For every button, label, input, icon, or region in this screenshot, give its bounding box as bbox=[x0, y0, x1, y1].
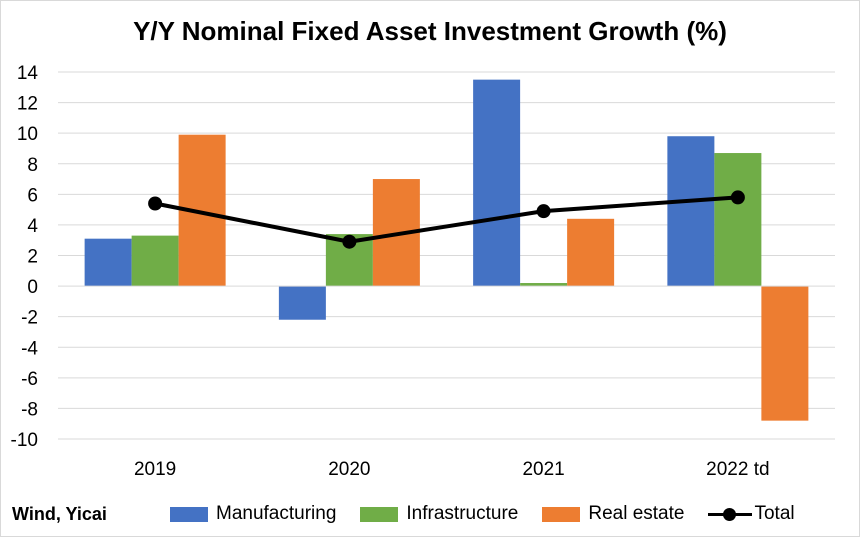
point-total-2020 bbox=[342, 234, 357, 249]
x-tick-label: 2021 bbox=[522, 459, 564, 480]
point-total-2022-td bbox=[730, 190, 745, 205]
y-tick-label: -4 bbox=[21, 338, 38, 359]
bar-manufacturing-2020 bbox=[278, 286, 326, 320]
y-tick-label: 0 bbox=[27, 277, 38, 298]
legend-swatch-real-estate bbox=[542, 506, 581, 522]
y-axis-tick-labels: 14 12 10 8 6 4 2 0 -2 -4 -6 -8 -10 bbox=[11, 63, 39, 451]
legend-swatch-infrastructure bbox=[360, 506, 399, 522]
y-tick-label: -6 bbox=[21, 369, 38, 390]
legend-label-real-estate: Real estate bbox=[588, 503, 685, 524]
bar-infrastructure-2021 bbox=[520, 283, 568, 287]
bars bbox=[84, 79, 809, 421]
legend: Manufacturing Infrastructure Real estate… bbox=[170, 503, 795, 525]
chart-plot: 14 12 10 8 6 4 2 0 -2 -4 -6 -8 -10 2019 2020 2021 2022 … bbox=[11, 63, 835, 480]
legend-label-manufacturing: Manufacturing bbox=[216, 503, 337, 524]
bar-manufacturing-2022-td bbox=[667, 136, 715, 287]
y-tick-label: 14 bbox=[17, 63, 39, 84]
legend-item-infrastructure: Infrastructure bbox=[360, 503, 518, 525]
source-note: Wind, Yicai bbox=[12, 504, 107, 524]
x-axis-tick-labels: 2019 2020 2021 2022 td bbox=[134, 459, 770, 480]
legend-label-total: Total bbox=[754, 503, 795, 524]
y-tick-label: 4 bbox=[27, 216, 38, 237]
y-tick-label: 8 bbox=[27, 155, 38, 176]
point-total-2019 bbox=[148, 196, 163, 211]
y-tick-label: -2 bbox=[21, 308, 38, 329]
bar-infrastructure-2019 bbox=[131, 235, 179, 287]
legend-item-manufacturing: Manufacturing bbox=[170, 503, 336, 525]
legend-item-total: Total bbox=[708, 503, 795, 525]
y-tick-label: 10 bbox=[17, 124, 38, 145]
y-tick-label: 6 bbox=[27, 185, 38, 206]
y-tick-label: -10 bbox=[11, 430, 38, 451]
x-tick-label: 2020 bbox=[328, 459, 370, 480]
line-total bbox=[154, 195, 739, 244]
legend-swatch-manufacturing bbox=[170, 506, 208, 522]
legend-item-real-estate: Real estate bbox=[542, 503, 684, 525]
total-line-series bbox=[148, 190, 745, 249]
point-total-2021 bbox=[536, 204, 551, 219]
y-tick-label: -8 bbox=[21, 399, 38, 420]
bar-manufacturing-2021 bbox=[473, 79, 521, 287]
bar-real-estate-2022-td bbox=[761, 286, 809, 421]
x-tick-label: 2022 td bbox=[706, 459, 769, 480]
chart-title: Y/Y Nominal Fixed Asset Investment Growt… bbox=[133, 16, 727, 46]
legend-label-infrastructure: Infrastructure bbox=[406, 503, 519, 524]
bar-real-estate-2021 bbox=[567, 218, 615, 287]
x-tick-label: 2019 bbox=[134, 459, 176, 480]
y-tick-label: 2 bbox=[27, 247, 38, 268]
y-tick-label: 12 bbox=[17, 94, 38, 115]
legend-swatch-total bbox=[708, 506, 753, 522]
bar-infrastructure-2022-td bbox=[714, 153, 762, 287]
bar-manufacturing-2019 bbox=[84, 238, 132, 287]
